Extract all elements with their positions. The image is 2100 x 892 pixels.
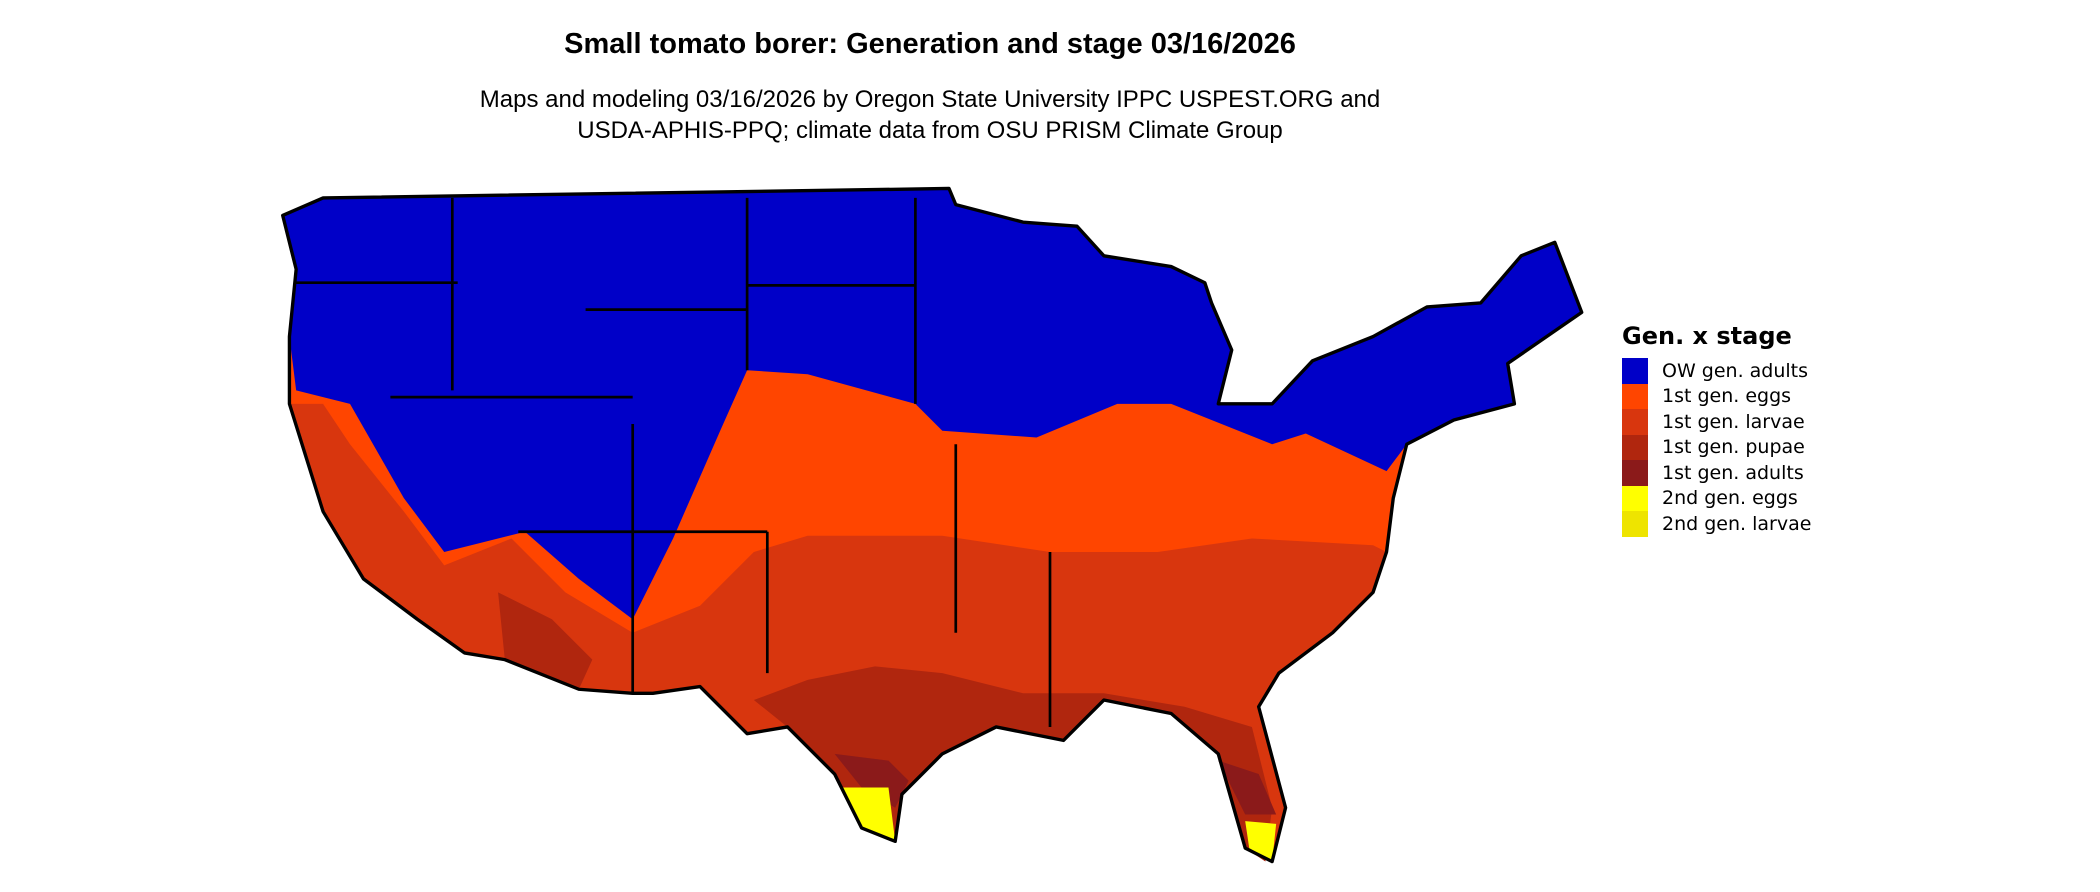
region-1st-gen-adults-tx — [834, 753, 909, 808]
legend-item: 1st gen. larvae — [1622, 409, 1811, 435]
region-1st-gen-adults-fl — [1218, 760, 1277, 815]
region-ow-gen-adults — [282, 188, 1582, 620]
legend-label: 1st gen. pupae — [1662, 436, 1805, 459]
legend-swatch — [1622, 358, 1648, 384]
legend-item: 2nd gen. larvae — [1622, 511, 1811, 537]
legend-label: 1st gen. eggs — [1662, 385, 1792, 408]
legend-label: OW gen. adults — [1662, 359, 1809, 382]
legend-item: 1st gen. adults — [1622, 460, 1811, 486]
legend-item: OW gen. adults — [1622, 358, 1811, 384]
legend: Gen. x stage OW gen. adults 1st gen. eggs… — [1622, 322, 1811, 537]
map-title: Small tomato borer: Generation and stage… — [564, 28, 1296, 60]
legend-swatch — [1622, 485, 1648, 511]
map-subtitle: Maps and modeling 03/16/2026 by Oregon S… — [0, 84, 1860, 146]
legend-swatch — [1622, 383, 1648, 409]
legend-swatch — [1622, 434, 1648, 460]
legend-label: 2nd gen. eggs — [1662, 487, 1798, 510]
subtitle-line-2: USDA-APHIS-PPQ; climate data from OSU PR… — [577, 117, 1283, 144]
legend-swatch — [1622, 511, 1648, 537]
legend-label: 1st gen. adults — [1662, 461, 1804, 484]
legend-item: 1st gen. eggs — [1622, 383, 1811, 409]
legend-title: Gen. x stage — [1622, 322, 1792, 350]
region-1st-gen-larvae — [289, 403, 1387, 862]
subtitle-line-1: Maps and modeling 03/16/2026 by Oregon S… — [479, 86, 1381, 113]
legend-swatch — [1622, 460, 1648, 486]
us-outline — [281, 186, 1584, 864]
legend-label: 1st gen. larvae — [1662, 410, 1805, 433]
legend-item: 1st gen. pupae — [1622, 434, 1811, 460]
region-2nd-gen-eggs-fl — [1245, 821, 1277, 862]
legend-label: 2nd gen. larvae — [1662, 512, 1812, 535]
region-2nd-gen-eggs-tx — [841, 787, 896, 842]
legend-item: 2nd gen. eggs — [1622, 485, 1811, 511]
legend-swatch — [1622, 409, 1648, 435]
